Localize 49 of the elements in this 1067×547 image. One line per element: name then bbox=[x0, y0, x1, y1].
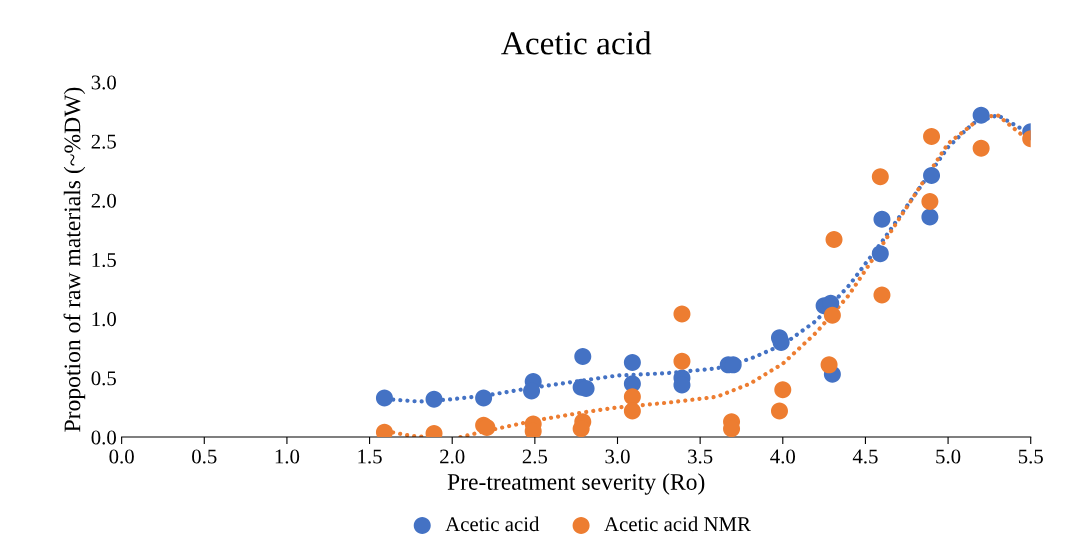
x-tick-label: 5.5 bbox=[1018, 449, 1043, 464]
point bbox=[823, 306, 841, 324]
x-tick-label: 0.5 bbox=[192, 449, 217, 464]
point bbox=[873, 210, 891, 228]
point bbox=[825, 230, 843, 248]
point bbox=[972, 106, 990, 124]
y-tick-label: 0.0 bbox=[91, 430, 116, 445]
legend-label: Acetic acid NMR bbox=[604, 516, 751, 532]
x-tick-label: 1.5 bbox=[358, 449, 382, 464]
point bbox=[673, 305, 691, 323]
x-tick-label: 2.5 bbox=[522, 449, 548, 464]
point bbox=[770, 402, 788, 420]
point bbox=[623, 388, 641, 406]
x-tick-label: 3.5 bbox=[688, 449, 713, 464]
point bbox=[921, 193, 939, 211]
point bbox=[425, 390, 443, 408]
point bbox=[623, 402, 641, 420]
point bbox=[972, 139, 990, 157]
y-tick-label: 2.0 bbox=[91, 193, 116, 208]
point bbox=[873, 286, 891, 304]
point bbox=[475, 389, 493, 407]
x-axis-title: Pre-treatment severity (Ro) bbox=[447, 473, 705, 495]
point bbox=[871, 168, 889, 186]
point bbox=[923, 127, 941, 145]
point bbox=[673, 352, 691, 370]
point bbox=[623, 354, 641, 372]
point bbox=[923, 167, 941, 185]
point bbox=[375, 423, 393, 438]
x-tick-label: 1.0 bbox=[275, 449, 300, 464]
x-tick-label: 4.0 bbox=[770, 449, 796, 464]
point bbox=[820, 356, 838, 374]
y-tick-label: 0.5 bbox=[91, 371, 116, 386]
chart-title: Acetic acid bbox=[501, 31, 652, 55]
y-tick-label: 2.5 bbox=[91, 134, 116, 149]
point bbox=[375, 389, 393, 407]
x-tick-label: 0.0 bbox=[109, 449, 134, 464]
x-tick-label: 2.0 bbox=[440, 449, 465, 464]
y-tick-label: 3.0 bbox=[91, 75, 116, 90]
y-tick-label: 1.0 bbox=[92, 312, 116, 327]
point bbox=[574, 348, 592, 366]
y-tick-label: 1.5 bbox=[92, 253, 116, 268]
x-tick-label: 5.0 bbox=[936, 449, 961, 464]
x-tick-label: 3.0 bbox=[605, 449, 630, 464]
point bbox=[871, 245, 889, 263]
legend-label: Acetic acid bbox=[445, 516, 540, 532]
x-tick-label: 4.5 bbox=[852, 449, 878, 464]
y-axis-title: Propotion of raw materials (~%DW) bbox=[63, 87, 86, 432]
point bbox=[921, 208, 939, 226]
point bbox=[774, 381, 792, 399]
